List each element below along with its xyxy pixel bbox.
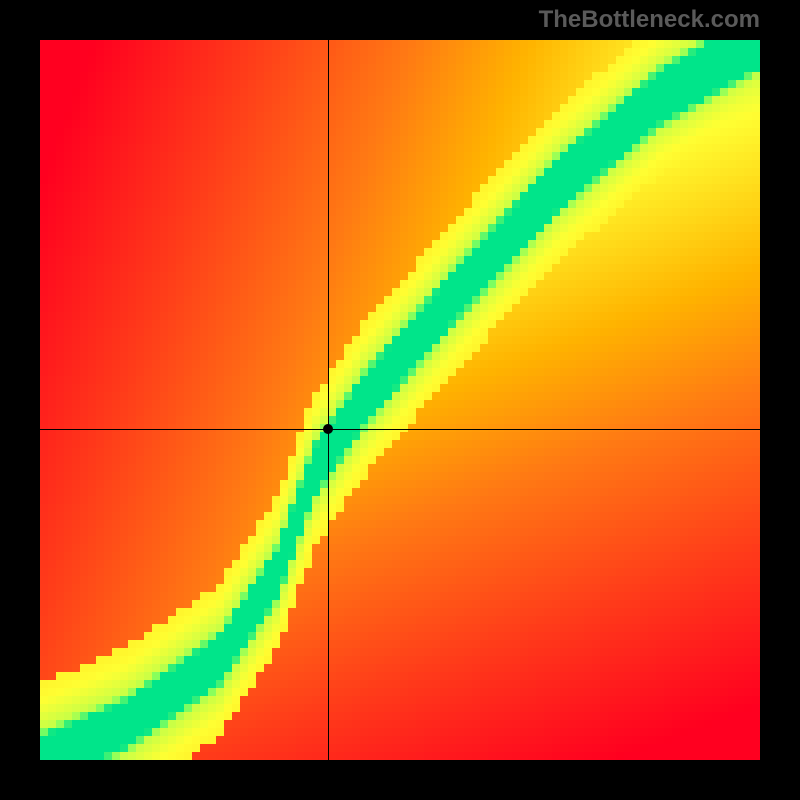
crosshair-dot [323, 424, 333, 434]
heatmap-canvas [40, 40, 760, 760]
chart-frame: TheBottleneck.com [0, 0, 800, 800]
crosshair-horizontal [40, 429, 760, 430]
crosshair-vertical [328, 40, 329, 760]
watermark-text: TheBottleneck.com [539, 6, 760, 34]
plot-area [40, 40, 760, 760]
